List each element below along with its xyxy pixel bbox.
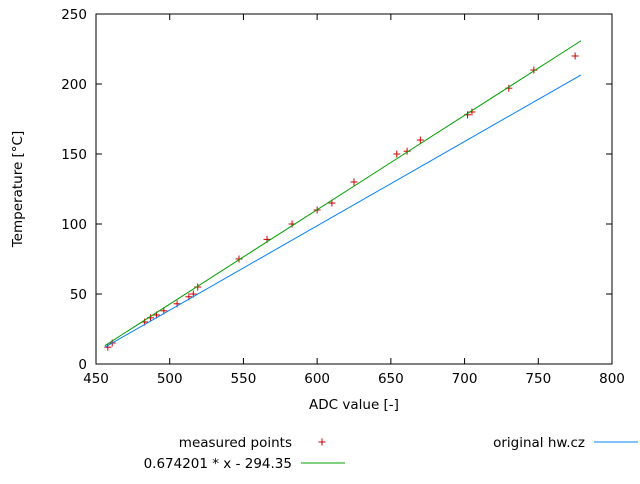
series-line xyxy=(104,74,582,348)
x-tick-label: 800 xyxy=(599,371,625,387)
series-line xyxy=(104,40,582,347)
x-tick-label: 750 xyxy=(525,371,551,387)
x-tick-label: 700 xyxy=(452,371,478,387)
plot-frame xyxy=(95,13,613,365)
legend-marker-measured-points xyxy=(318,438,326,446)
x-tick-label: 500 xyxy=(157,371,183,387)
y-tick-label: 200 xyxy=(61,77,87,93)
y-tick-label: 100 xyxy=(61,217,87,233)
y-tick-label: 0 xyxy=(78,357,87,373)
legend-label-original-hwcz: original hw.cz xyxy=(493,435,585,451)
y-tick-label: 250 xyxy=(61,7,87,23)
x-tick-label: 600 xyxy=(304,371,330,387)
y-tick-label: 50 xyxy=(70,287,87,303)
x-tick-label: 550 xyxy=(231,371,257,387)
legend-label-fit-line: 0.674201 * x - 294.35 xyxy=(144,456,292,472)
x-axis-label: ADC value [-] xyxy=(309,397,399,413)
y-axis-label: Temperature [°C] xyxy=(10,131,26,249)
series-points xyxy=(104,52,579,351)
legend-label-measured-points: measured points xyxy=(179,435,292,451)
x-tick-label: 650 xyxy=(378,371,404,387)
y-tick-label: 150 xyxy=(61,147,87,163)
x-tick-label: 450 xyxy=(83,371,109,387)
